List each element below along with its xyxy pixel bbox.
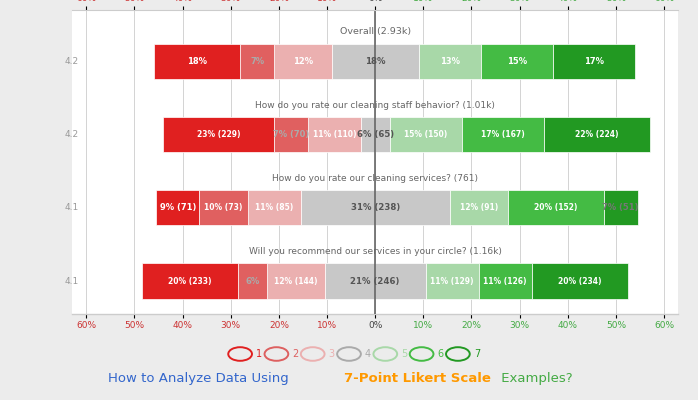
Text: 18%: 18% — [187, 57, 207, 66]
Text: 12% (91): 12% (91) — [459, 203, 498, 212]
Bar — [301, 190, 450, 225]
Text: 11% (126): 11% (126) — [484, 276, 527, 286]
Bar — [426, 264, 479, 299]
Bar — [154, 44, 240, 79]
Bar — [238, 264, 267, 299]
Text: 22% (224): 22% (224) — [575, 130, 618, 139]
Bar — [419, 44, 481, 79]
Text: 10% (73): 10% (73) — [205, 203, 243, 212]
Text: 15%: 15% — [507, 57, 527, 66]
Bar — [532, 264, 628, 299]
Text: 4.1: 4.1 — [65, 203, 79, 212]
Text: 7-Point Likert Scale: 7-Point Likert Scale — [344, 372, 491, 385]
Text: 3: 3 — [329, 349, 335, 359]
Text: 17%: 17% — [584, 57, 604, 66]
Bar — [450, 190, 507, 225]
Bar — [248, 190, 301, 225]
Bar — [156, 190, 200, 225]
Bar — [332, 44, 419, 79]
Text: 11% (129): 11% (129) — [431, 276, 474, 286]
Text: Will you recommend our services in your circle? (1.16k): Will you recommend our services in your … — [248, 247, 502, 256]
Text: 5: 5 — [401, 349, 408, 359]
Bar — [507, 190, 604, 225]
Text: 17% (167): 17% (167) — [481, 130, 525, 139]
Bar — [200, 190, 248, 225]
Bar — [544, 117, 650, 152]
Text: 6% (65): 6% (65) — [357, 130, 394, 139]
Bar — [267, 264, 325, 299]
Bar — [389, 117, 462, 152]
Bar — [240, 44, 274, 79]
Bar — [325, 264, 426, 299]
Text: 20% (234): 20% (234) — [558, 276, 602, 286]
Text: 13%: 13% — [440, 57, 460, 66]
Text: 12%: 12% — [293, 57, 313, 66]
Text: 20% (152): 20% (152) — [534, 203, 577, 212]
Text: 6: 6 — [438, 349, 444, 359]
Text: 15% (150): 15% (150) — [404, 130, 447, 139]
Text: Overall (2.93k): Overall (2.93k) — [340, 27, 410, 36]
Text: 31% (238): 31% (238) — [350, 203, 400, 212]
Text: 18%: 18% — [365, 57, 385, 66]
Text: 2: 2 — [292, 349, 299, 359]
Bar — [604, 190, 637, 225]
Bar — [163, 117, 274, 152]
Text: How do you rate our cleaning services? (761): How do you rate our cleaning services? (… — [272, 174, 478, 183]
Text: How do you rate our cleaning staff behavior? (1.01k): How do you rate our cleaning staff behav… — [255, 101, 495, 110]
Text: 23% (229): 23% (229) — [197, 130, 241, 139]
Text: 4.1: 4.1 — [65, 276, 79, 286]
Text: 20% (233): 20% (233) — [168, 276, 211, 286]
Text: Examples?: Examples? — [497, 372, 572, 385]
Text: 11% (110): 11% (110) — [313, 130, 356, 139]
Text: 7% (70): 7% (70) — [273, 130, 309, 139]
Text: 4.2: 4.2 — [65, 130, 79, 139]
Bar — [479, 264, 532, 299]
Text: 21% (246): 21% (246) — [350, 276, 400, 286]
Bar — [462, 117, 544, 152]
Bar — [274, 44, 332, 79]
Bar — [142, 264, 238, 299]
Bar — [554, 44, 635, 79]
Text: 12% (144): 12% (144) — [274, 276, 318, 286]
Text: 9% (71): 9% (71) — [160, 203, 196, 212]
Bar — [361, 117, 389, 152]
Text: 11% (85): 11% (85) — [255, 203, 293, 212]
Text: How to Analyze Data Using: How to Analyze Data Using — [108, 372, 293, 385]
Text: 4: 4 — [365, 349, 371, 359]
Text: 7: 7 — [474, 349, 480, 359]
Bar — [308, 117, 361, 152]
Text: 6%: 6% — [245, 276, 260, 286]
Text: 7%: 7% — [250, 57, 265, 66]
Text: 7% (51): 7% (51) — [602, 203, 639, 212]
Text: 4.2: 4.2 — [65, 57, 79, 66]
Bar — [481, 44, 554, 79]
Bar — [274, 117, 308, 152]
Text: 1: 1 — [256, 349, 262, 359]
